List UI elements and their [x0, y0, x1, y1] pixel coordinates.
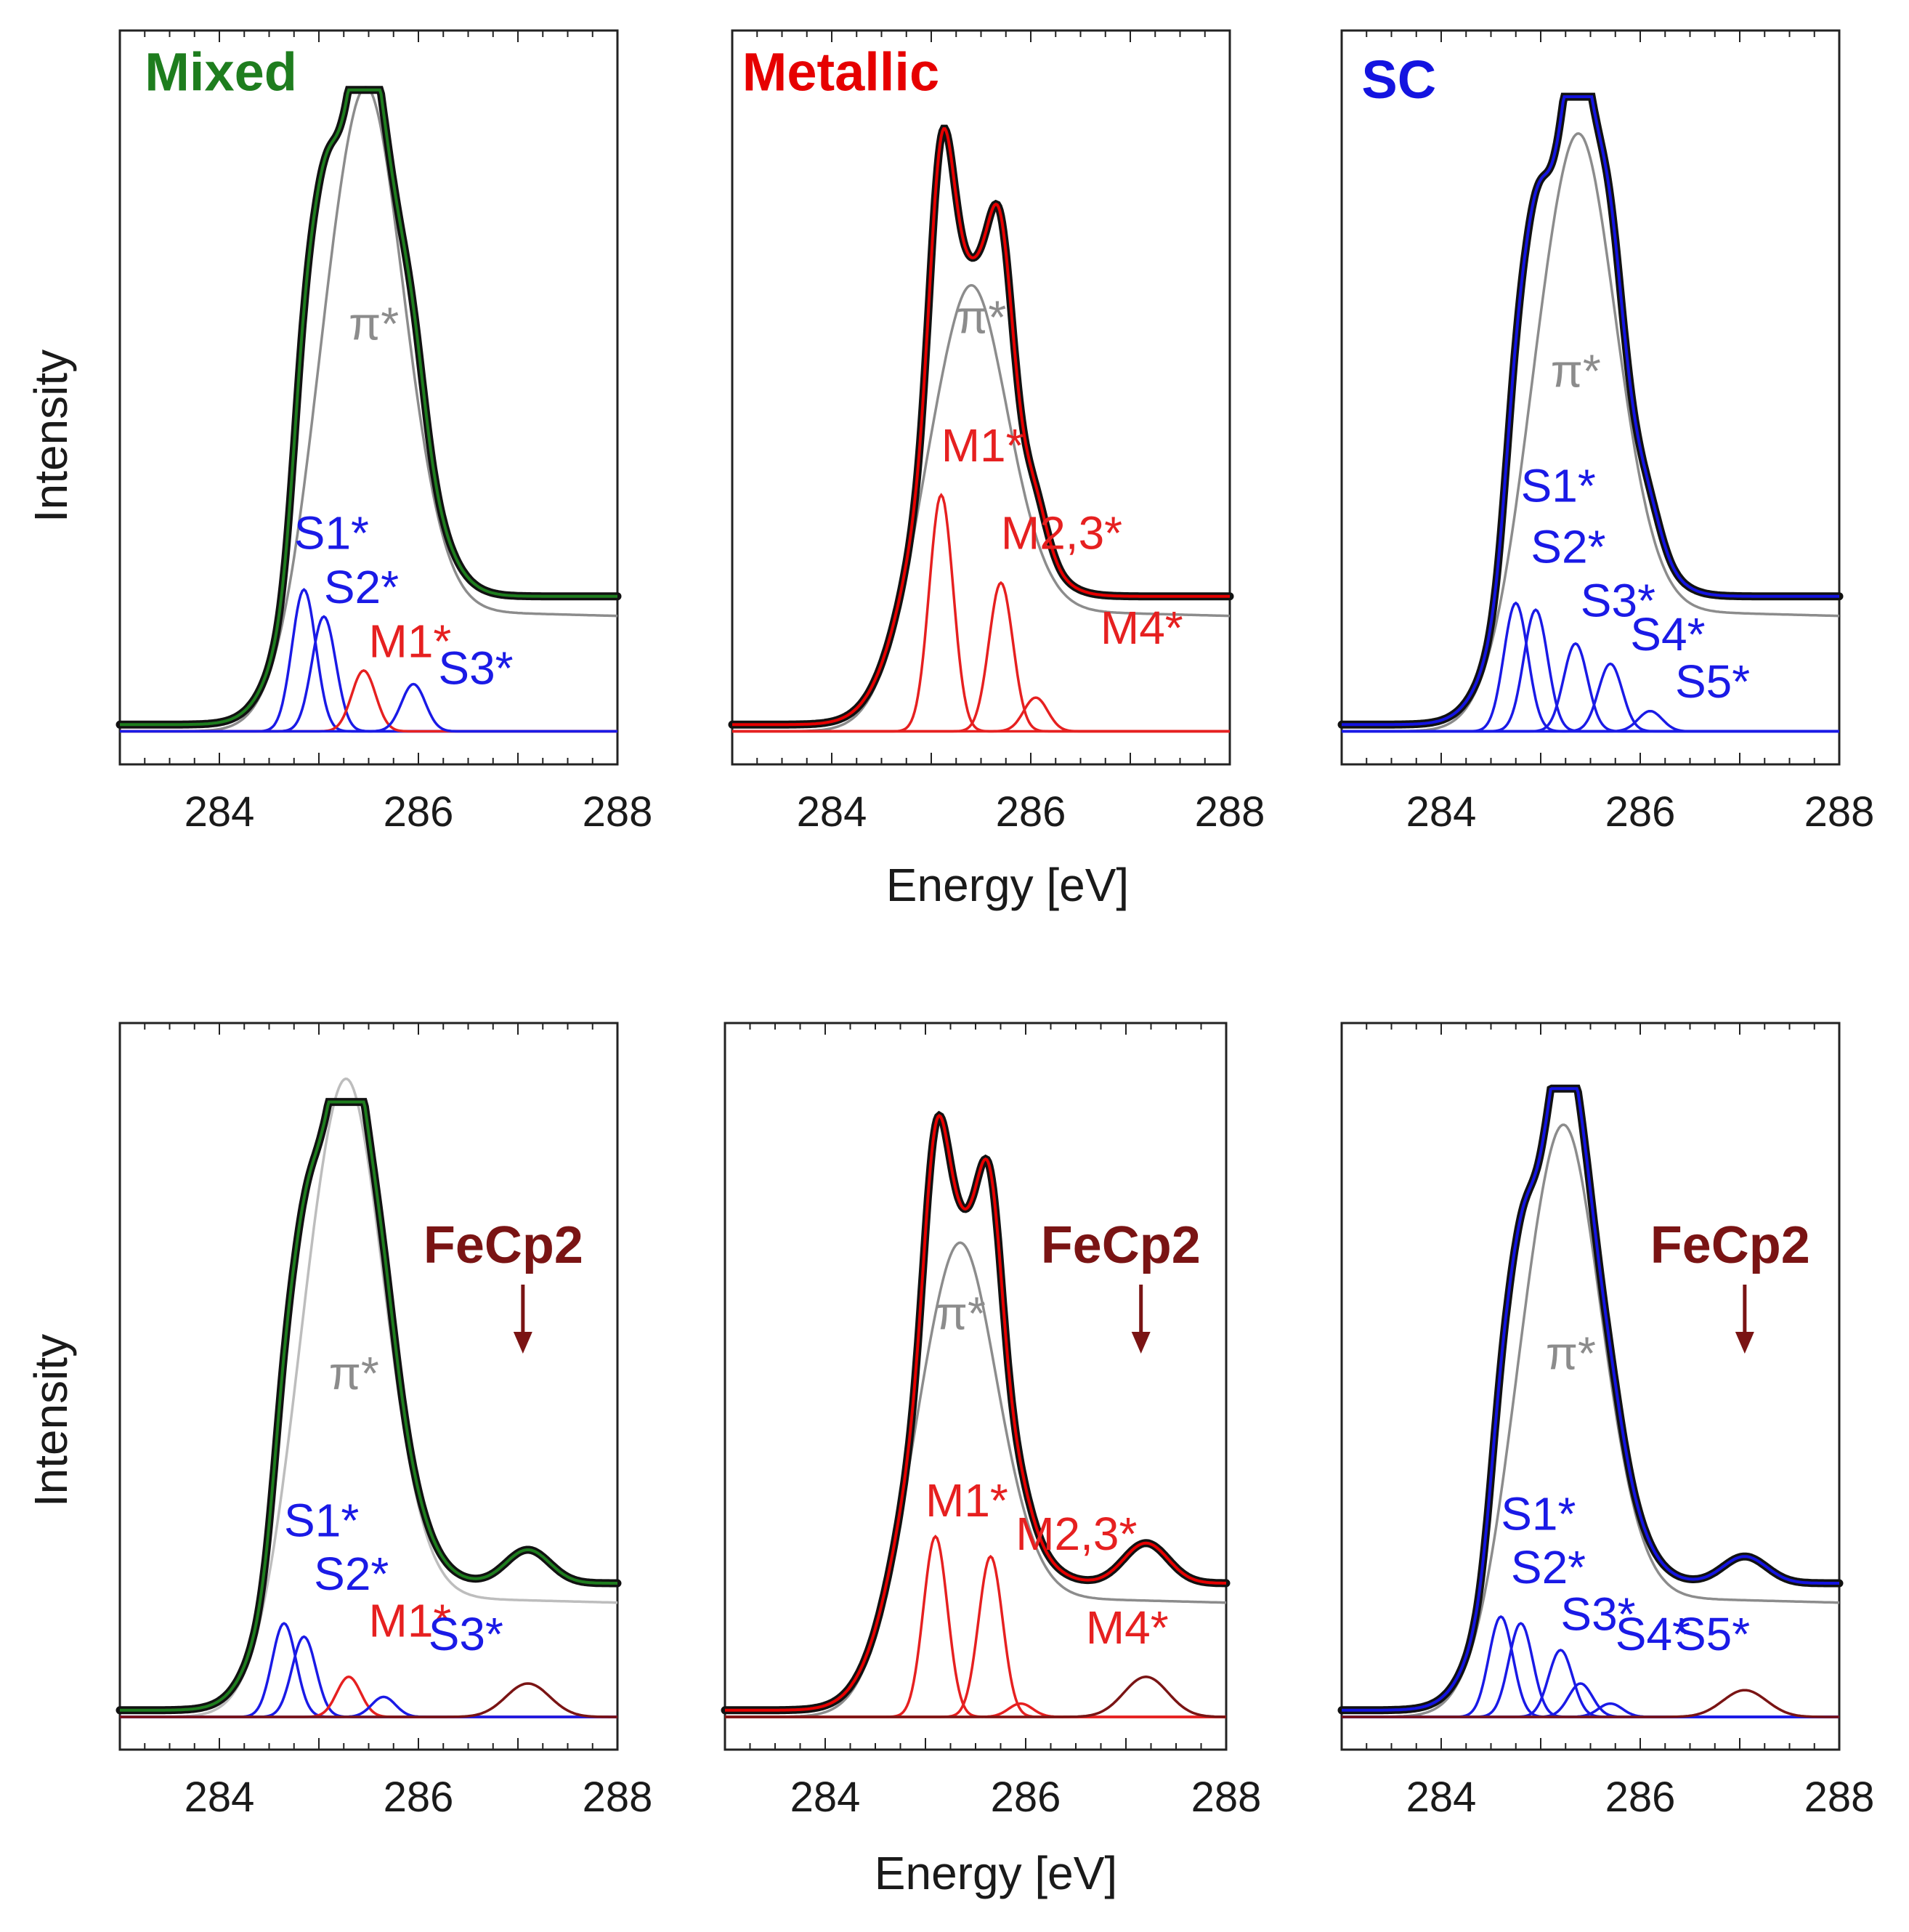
measured-fit-line	[120, 88, 617, 727]
peak-label: M1*	[369, 615, 452, 667]
peak-label: S4*	[1616, 1608, 1690, 1660]
measured-fit-line	[1342, 95, 1839, 727]
x-tick-label: 286	[996, 788, 1066, 836]
peak-label: M1*	[941, 419, 1024, 472]
peak-label: M1*	[925, 1474, 1008, 1527]
measured-fit-line	[1342, 1087, 1839, 1712]
panel-top-sc: 284 286 288 SC π* S1* S2*S3*S4*S5*	[1337, 29, 1875, 836]
peak-label: M2,3*	[1016, 1508, 1137, 1560]
x-tick-label: 286	[991, 1774, 1061, 1821]
plot-frame	[731, 29, 1231, 766]
ylabel-bottom: Intensity	[25, 1334, 77, 1507]
measured-series	[115, 1098, 622, 1715]
component-curve-S3	[120, 682, 617, 733]
component-curve-FeCp2	[120, 1682, 617, 1718]
xlabel-bottom: Energy [eV]	[875, 1847, 1117, 1899]
peak-label: S5*	[1675, 1608, 1750, 1660]
peak-label: S3*	[1560, 1588, 1635, 1640]
peak-label: S3*	[1581, 575, 1655, 627]
peak-label: S2*	[1531, 520, 1605, 573]
panel-bottom-sc: 284 286 288 π* S1*S2*S3*S4*S5* FeCp2	[1337, 1022, 1875, 1821]
panel-title: SC	[1361, 49, 1436, 110]
x-tick-label: 288	[1195, 788, 1265, 836]
peak-label: M4*	[1101, 602, 1183, 654]
x-tick-label: 288	[583, 1774, 653, 1821]
panel-title: Mixed	[145, 42, 297, 102]
peak-label: S1*	[1521, 460, 1596, 512]
peak-label: π*	[349, 298, 399, 350]
x-tick-label: 286	[384, 788, 454, 836]
x-tick-label: 288	[1191, 1774, 1262, 1821]
component-curve-M4	[732, 696, 1230, 733]
measured-series	[1337, 1084, 1844, 1715]
xlabel-top: Energy [eV]	[886, 859, 1129, 911]
measured-series	[721, 1110, 1231, 1715]
component-curve-FeCp2	[725, 1676, 1226, 1718]
measured-fit-line	[732, 127, 1230, 727]
panel-bottom-mixed: 284 286 288 π* S1*S2*M1*S3* FeCp2	[115, 1022, 653, 1821]
fecp2-label: FeCp2	[1041, 1216, 1201, 1274]
component-curve-	[120, 1078, 618, 1718]
peak-label: S1*	[294, 507, 369, 559]
peak-label: S3*	[438, 642, 513, 695]
x-tick-label: 286	[1605, 1774, 1676, 1821]
component-curve-S3	[1342, 642, 1839, 733]
fecp2-label: FeCp2	[423, 1216, 583, 1274]
peak-label: π*	[1546, 1327, 1596, 1380]
peak-label: π*	[956, 291, 1006, 343]
component-curve-	[1342, 1123, 1840, 1718]
panel-title: Metallic	[742, 42, 939, 102]
fecp2-arrow-head-icon	[1131, 1332, 1151, 1354]
component-curve-	[732, 283, 1231, 733]
x-tick-label: 284	[1406, 788, 1477, 836]
peak-label: M1*	[369, 1595, 452, 1647]
panel-bottom-metallic: 284 286 288 π* M1*M2,3* M4* FeCp2	[721, 1022, 1262, 1821]
x-tick-label: 286	[1605, 788, 1676, 836]
x-tick-label: 284	[797, 788, 867, 836]
measured-series	[115, 86, 622, 729]
peak-label: M4*	[1086, 1601, 1169, 1654]
fecp2-arrow-head-icon	[1735, 1332, 1754, 1354]
peak-label: S2*	[1511, 1541, 1586, 1593]
x-tick-label: 288	[1804, 1774, 1875, 1821]
panel-top-metallic: 284 286 288 Metallic π* M1* M2,3* M4*	[728, 29, 1265, 836]
measured-fit-line	[725, 1114, 1226, 1712]
measured-series	[728, 124, 1234, 729]
peak-label: π*	[936, 1287, 986, 1339]
x-tick-label: 284	[185, 788, 255, 836]
measured-series	[1337, 92, 1844, 729]
peak-label: S1*	[284, 1495, 359, 1547]
fecp2-arrow-head-icon	[513, 1332, 532, 1354]
peak-label: π*	[1551, 345, 1601, 397]
ylabel-top: Intensity	[25, 349, 77, 522]
measured-fit-line	[120, 1100, 617, 1712]
peak-label: S1*	[1501, 1487, 1576, 1540]
component-curve-	[725, 1241, 1227, 1718]
peak-label: S3*	[429, 1608, 503, 1660]
peak-label: S4*	[1630, 608, 1705, 660]
measured-points	[1337, 92, 1844, 729]
peak-label: S5*	[1675, 655, 1750, 708]
plot-frame	[1340, 29, 1841, 766]
peak-label: π*	[329, 1347, 379, 1399]
component-curve-S5	[1342, 709, 1839, 733]
x-tick-label: 288	[1804, 788, 1875, 836]
x-tick-label: 284	[790, 1774, 861, 1821]
peak-label: M2,3*	[1001, 507, 1122, 559]
peak-label: S2*	[314, 1548, 389, 1600]
peak-label: S2*	[324, 561, 399, 613]
fecp2-label: FeCp2	[1650, 1216, 1810, 1274]
component-curve-	[1342, 132, 1840, 733]
plot-frame	[1340, 1022, 1841, 1751]
component-curve-FeCp2	[1342, 1689, 1839, 1718]
panel-top-mixed: 284 286 288 Mixed π* S1*S2*M1*S3*	[115, 29, 653, 836]
x-tick-label: 286	[384, 1774, 454, 1821]
x-tick-label: 284	[1406, 1774, 1477, 1821]
x-tick-label: 284	[185, 1774, 255, 1821]
x-tick-label: 288	[583, 788, 653, 836]
